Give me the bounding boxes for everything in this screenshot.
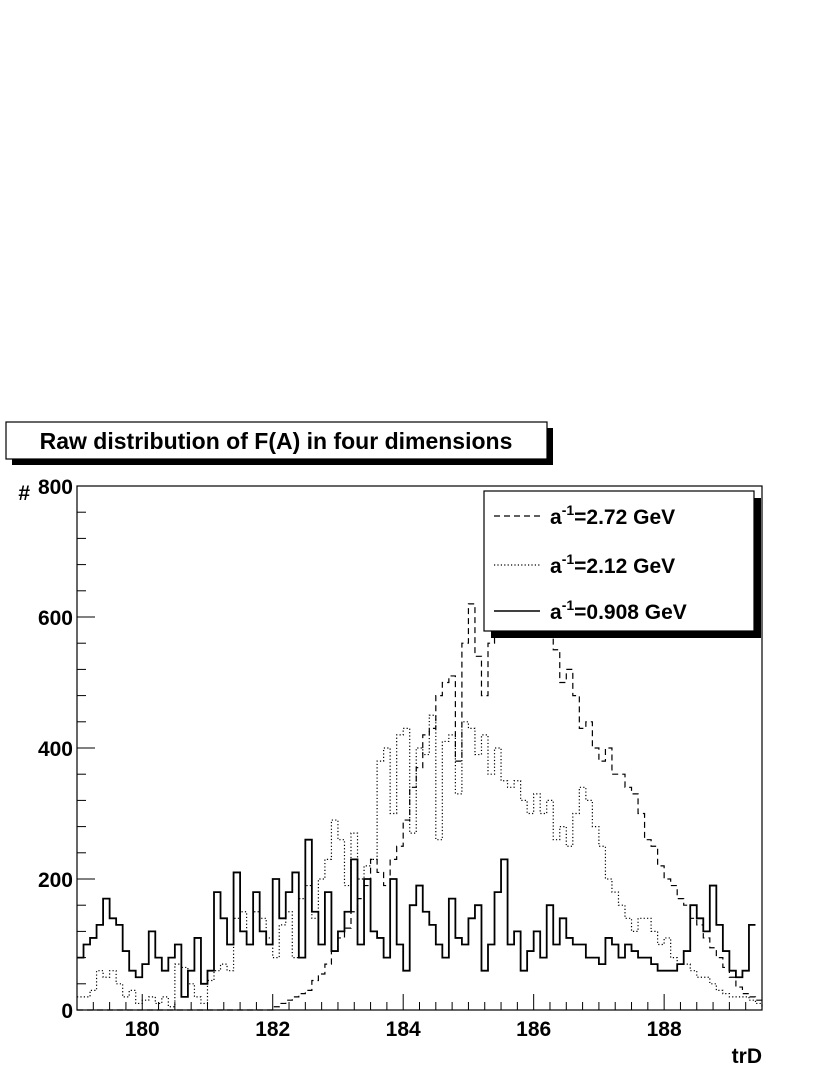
series-line-1 xyxy=(77,511,763,1011)
axis-ticks xyxy=(76,485,763,1011)
y-tick-label: 600 xyxy=(38,607,73,630)
x-tick-label: 186 xyxy=(516,1018,551,1041)
y-tick-label: 400 xyxy=(38,738,73,761)
y-tick-label: 0 xyxy=(61,1000,73,1023)
series-line-2 xyxy=(77,714,762,1008)
x-axis-label: trD xyxy=(732,1045,762,1068)
legend-items: a-1=2.72 GeV a-1=2.12 GeV a-1=0.908 GeV xyxy=(494,502,687,624)
legend-label-2: a-1=2.12 GeV xyxy=(550,551,675,578)
x-tick-label: 188 xyxy=(647,1018,682,1041)
x-tick-label: 184 xyxy=(386,1018,421,1041)
y-tick-label: 800 xyxy=(38,476,73,499)
y-tick-label: 200 xyxy=(38,869,73,892)
y-axis-label: # xyxy=(18,482,30,505)
series-line-3 xyxy=(77,838,756,998)
x-tick-label: 180 xyxy=(125,1018,160,1041)
x-tick-label: 182 xyxy=(255,1018,290,1041)
chart-title: Raw distribution of F(A) in four dimensi… xyxy=(40,428,513,454)
y-tick-labels: 0 200 400 600 800 xyxy=(38,476,73,1023)
legend: a-1=2.72 GeV a-1=2.12 GeV a-1=0.908 GeV xyxy=(483,490,761,638)
title-box: Raw distribution of F(A) in four dimensi… xyxy=(5,421,553,465)
legend-label-1: a-1=2.72 GeV xyxy=(550,502,675,529)
x-tick-labels: 180 182 184 186 188 xyxy=(125,1018,682,1041)
legend-label-3: a-1=0.908 GeV xyxy=(550,597,687,624)
series-layer xyxy=(77,511,763,1011)
